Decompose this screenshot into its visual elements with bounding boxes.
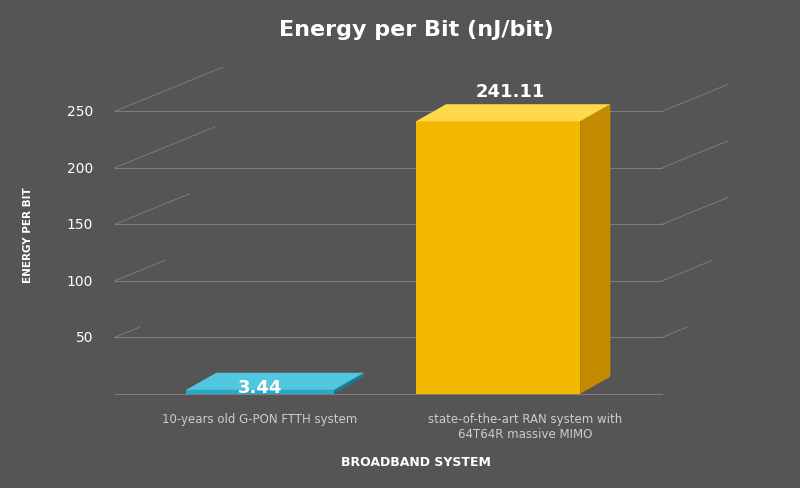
Text: 150: 150 <box>66 218 93 232</box>
Text: Energy per Bit (nJ/bit): Energy per Bit (nJ/bit) <box>278 20 554 40</box>
Text: 250: 250 <box>67 105 93 119</box>
Text: 50: 50 <box>75 330 93 345</box>
Text: 241.11: 241.11 <box>475 82 545 101</box>
Text: state-of-the-art RAN system with
64T64R massive MIMO: state-of-the-art RAN system with 64T64R … <box>428 412 622 441</box>
Polygon shape <box>580 105 610 394</box>
Polygon shape <box>186 373 364 390</box>
Text: BROADBAND SYSTEM: BROADBAND SYSTEM <box>341 455 491 468</box>
Text: ENERGY PER BIT: ENERGY PER BIT <box>23 186 33 282</box>
Text: 10-years old G-PON FTTH system: 10-years old G-PON FTTH system <box>162 412 358 426</box>
Text: 200: 200 <box>67 162 93 175</box>
Polygon shape <box>416 105 610 122</box>
Text: 3.44: 3.44 <box>238 378 282 396</box>
Polygon shape <box>186 390 334 394</box>
Polygon shape <box>334 373 364 394</box>
Polygon shape <box>416 122 580 394</box>
Text: 100: 100 <box>66 274 93 288</box>
